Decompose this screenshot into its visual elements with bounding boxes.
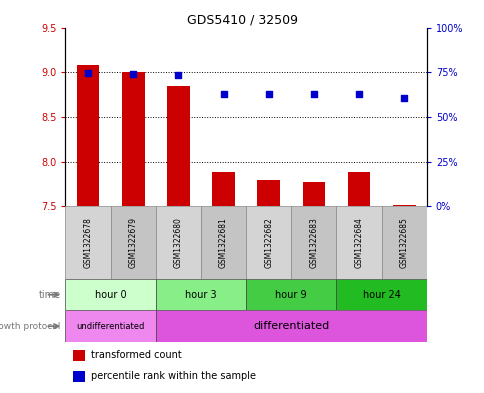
Text: GSM1322679: GSM1322679 xyxy=(128,217,137,268)
Bar xyxy=(200,206,245,279)
Text: GSM1322681: GSM1322681 xyxy=(219,217,227,268)
Bar xyxy=(245,206,291,279)
Bar xyxy=(347,173,370,206)
Bar xyxy=(65,279,155,310)
Bar xyxy=(73,371,85,382)
Bar xyxy=(73,350,85,361)
Text: hour 0: hour 0 xyxy=(95,290,126,300)
Point xyxy=(264,90,272,97)
Bar xyxy=(336,279,426,310)
Bar xyxy=(155,310,426,342)
Bar xyxy=(155,206,200,279)
Text: hour 3: hour 3 xyxy=(185,290,216,300)
Point xyxy=(399,95,407,101)
Text: GSM1322680: GSM1322680 xyxy=(174,217,182,268)
Text: percentile rank within the sample: percentile rank within the sample xyxy=(91,371,255,382)
Point xyxy=(354,90,362,97)
Bar xyxy=(302,182,324,206)
Text: hour 24: hour 24 xyxy=(362,290,400,300)
Point xyxy=(174,72,182,78)
Text: transformed count: transformed count xyxy=(91,350,181,360)
Text: undifferentiated: undifferentiated xyxy=(76,322,145,331)
Point xyxy=(129,71,137,77)
Bar xyxy=(257,180,279,206)
Text: time: time xyxy=(38,290,60,300)
Bar xyxy=(381,206,426,279)
Text: GDS5410 / 32509: GDS5410 / 32509 xyxy=(187,14,297,27)
Text: GSM1322678: GSM1322678 xyxy=(83,217,92,268)
Bar xyxy=(212,173,234,206)
Bar xyxy=(76,65,99,206)
Point xyxy=(219,90,227,97)
Text: differentiated: differentiated xyxy=(253,321,329,331)
Point xyxy=(84,70,92,76)
Text: GSM1322685: GSM1322685 xyxy=(399,217,408,268)
Bar xyxy=(167,86,189,206)
Text: GSM1322684: GSM1322684 xyxy=(354,217,363,268)
Bar xyxy=(245,279,336,310)
Bar xyxy=(65,310,155,342)
Point xyxy=(309,90,317,97)
Bar xyxy=(110,206,155,279)
Bar xyxy=(65,206,110,279)
Bar xyxy=(155,279,245,310)
Bar xyxy=(291,206,336,279)
Bar xyxy=(336,206,381,279)
Text: hour 9: hour 9 xyxy=(275,290,306,300)
Bar xyxy=(121,72,144,206)
Text: growth protocol: growth protocol xyxy=(0,322,60,331)
Text: GSM1322682: GSM1322682 xyxy=(264,217,272,268)
Text: GSM1322683: GSM1322683 xyxy=(309,217,318,268)
